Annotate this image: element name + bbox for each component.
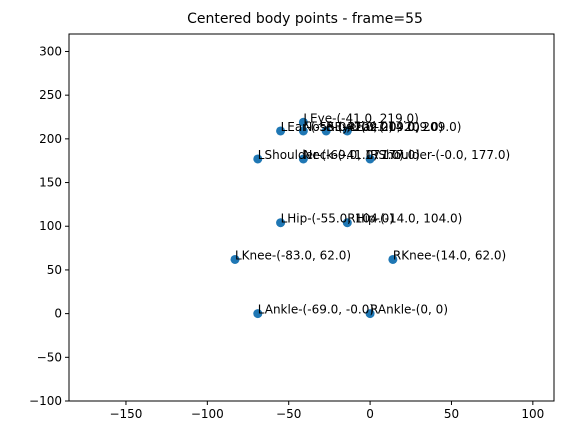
x-tick-label: −100	[191, 407, 224, 421]
point-rshoulder	[365, 154, 375, 164]
y-tick-label: 100	[39, 219, 62, 233]
point-lhip	[276, 218, 286, 228]
chart-title: Centered body points - frame=55	[187, 11, 423, 27]
y-tick-label: −100	[29, 394, 62, 408]
y-tick-label: 50	[47, 263, 62, 277]
point-label-leye: LEye-(-41.0, 219.0)	[303, 111, 418, 125]
point-label-rankle: RAnkle-(0, 0)	[370, 303, 448, 317]
point-label-lankle: LAnkle-(-69.0, -0.0)	[258, 303, 374, 317]
x-tick-label: −50	[276, 407, 301, 421]
point-label-lknee: LKnee-(-83.0, 62.0)	[235, 248, 351, 262]
point-lankle	[253, 309, 263, 319]
point-label-nose: Nose-(-41.0, 209.0)	[303, 120, 420, 134]
y-tick-label: 150	[39, 176, 62, 190]
point-nose	[298, 126, 308, 136]
point-label-rear: REar-(-14.0, 209.0)	[347, 120, 461, 134]
point-label-reye: REye-(-27.0, 209.0)	[326, 120, 443, 134]
y-tick-label: 250	[39, 88, 62, 102]
point-label-rhip: RHip-(-14.0, 104.0)	[347, 212, 462, 226]
x-tick-label: 100	[521, 407, 544, 421]
y-tick-label: −50	[37, 350, 62, 364]
y-tick-label: 200	[39, 132, 62, 146]
point-rear	[342, 126, 352, 136]
point-label-rshoulder: RShoulder-(-0.0, 177.0)	[370, 148, 510, 162]
y-tick-label: 300	[39, 44, 62, 58]
point-label-lshoulder: LShoulder-(-69.0, 177.0)	[258, 148, 404, 162]
x-tick-label: −150	[109, 407, 142, 421]
point-lear	[276, 126, 286, 136]
point-rhip	[342, 218, 352, 228]
point-label-rknee: RKnee-(14.0, 62.0)	[393, 248, 506, 262]
x-tick-label: 0	[366, 407, 374, 421]
x-tick-label: 50	[444, 407, 459, 421]
point-label-neck: Neck-(-41.0, 177.0)	[303, 148, 420, 162]
point-label-lhip: LHip-(-55.0, 104.0)	[281, 212, 394, 226]
point-rankle	[365, 309, 375, 319]
point-leye	[298, 117, 308, 127]
y-tick-label: 0	[54, 307, 62, 321]
point-lknee	[230, 254, 240, 264]
point-label-lear: LEar-(-55.0, 209.0)	[281, 120, 394, 134]
point-reye	[321, 126, 331, 136]
axes-frame	[68, 33, 555, 402]
point-neck	[298, 154, 308, 164]
plot-area: −150 −100 −50 0 50 100 −100 −50 0 50 100 150 200 250 3…	[29, 33, 555, 421]
point-rknee	[388, 254, 398, 264]
point-lshoulder	[253, 154, 263, 164]
